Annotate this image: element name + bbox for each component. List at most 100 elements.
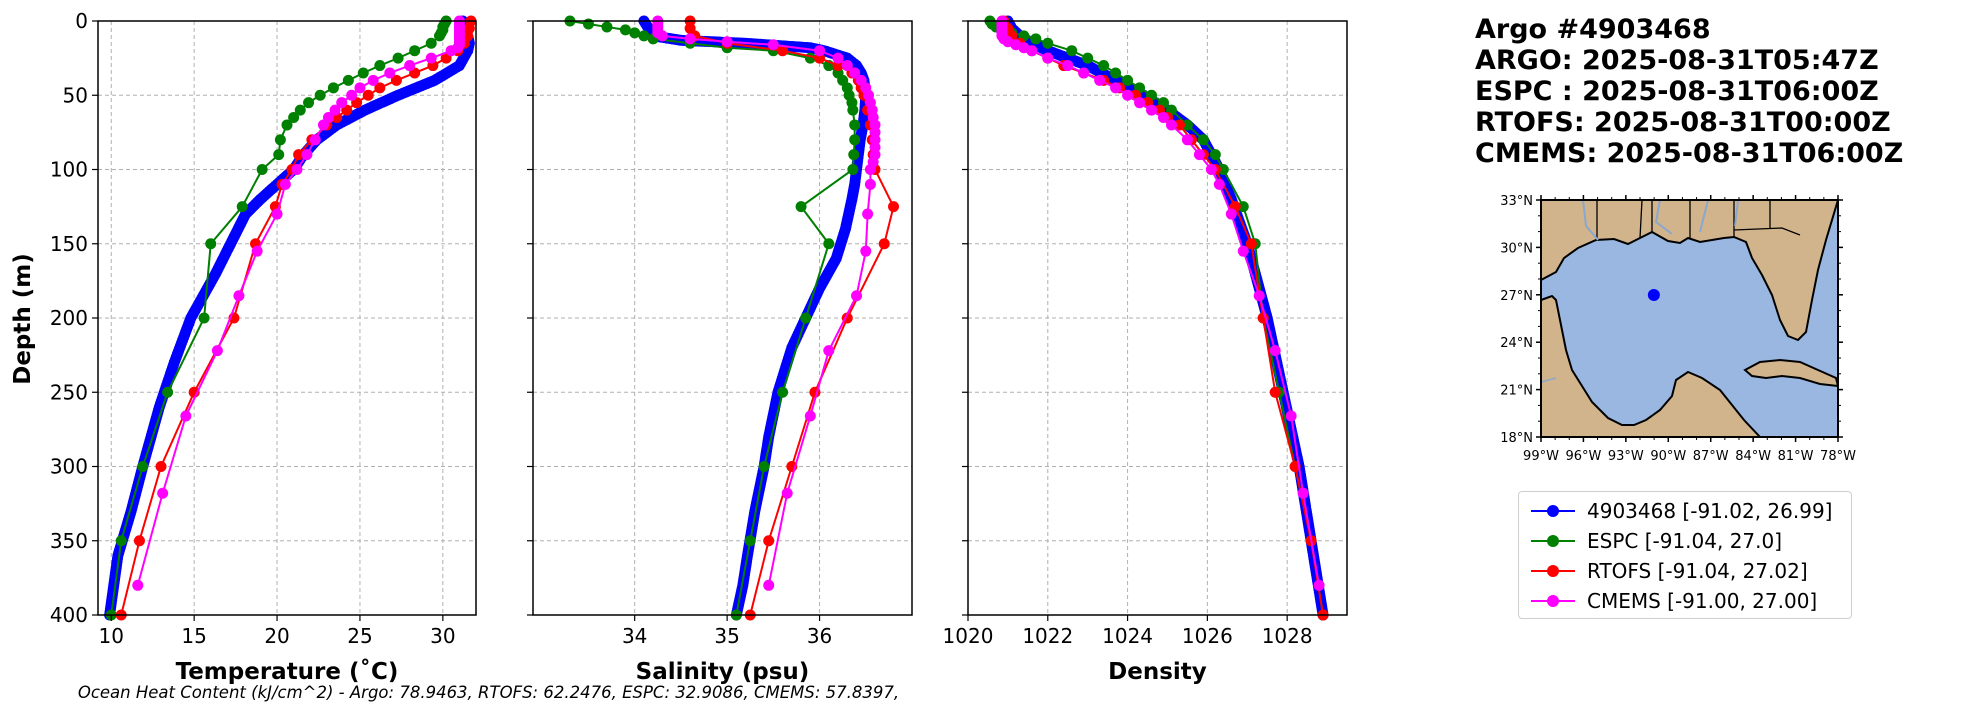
density-cmems-point — [1285, 410, 1297, 422]
temperature-espc-point — [256, 164, 268, 175]
density-x-axis-label: Density — [1108, 659, 1207, 685]
temperature-cmems-point — [309, 134, 321, 146]
ytick-label-6: 300 — [50, 455, 88, 479]
density-espc-point — [1181, 119, 1193, 131]
temperature-panel: 10 15 20 25 30050100150200250300350400Temper… — [50, 9, 477, 685]
temperature-cmems-point — [384, 67, 396, 79]
ytick-label-7: 350 — [50, 529, 88, 553]
temperature-cmems-point — [251, 245, 263, 257]
density-espc-line — [989, 20, 1325, 616]
temperature-rtofs-point — [293, 149, 305, 161]
ytick-label-4: 200 — [50, 306, 88, 330]
temperature-espc-point — [374, 60, 386, 72]
density-xtick-label-0: 1020 — [943, 624, 994, 648]
density-cmems-point — [1094, 74, 1106, 86]
map-lon-label-2: 93°W — [1608, 449, 1644, 464]
rtofs-time: RTOFS: 2025-08-31T00:00Z — [1475, 107, 1891, 138]
temperature-rtofs-point — [133, 535, 145, 547]
temperature-cmems-point — [336, 97, 348, 109]
density-espc-point — [1082, 52, 1094, 64]
rivers — [1582, 200, 1739, 241]
legend-label-espc: ESPC [-91.04, 27.0] — [1587, 529, 1783, 553]
temperature-cmems-point — [425, 52, 437, 64]
salinity-x-axis-label: Salinity (psu) — [636, 659, 810, 685]
map-lon-label-4: 87°W — [1693, 449, 1729, 464]
temperature-cmems-point — [279, 178, 291, 190]
map-lat-label-0: 33°N — [1500, 194, 1533, 209]
salinity-cmems-line — [656, 21, 877, 586]
density-cmems-point — [1157, 112, 1169, 124]
argo-location-marker — [1647, 288, 1660, 301]
density-espc-point — [1197, 134, 1209, 146]
map-lat-label-4: 21°N — [1500, 384, 1533, 399]
map-lat-label-3: 24°N — [1500, 336, 1533, 351]
temperature-xtick-label-4: 30 — [430, 624, 455, 648]
density-cmems-point — [1165, 119, 1177, 131]
density-espc-point — [1042, 37, 1054, 49]
temperature-cmems-point — [271, 208, 283, 220]
map-lat-label-1: 30°N — [1500, 241, 1533, 256]
salinity-cmems-point — [862, 208, 874, 220]
density-xtick-label-3: 1026 — [1182, 624, 1233, 648]
salinity-rtofs-point — [878, 238, 890, 250]
salinity-panel: 34 35 36 Salinity (psu) — [527, 15, 913, 685]
salinity-espc-point — [619, 24, 631, 36]
temperature-espc-point — [392, 52, 404, 64]
density-espc-point — [1066, 45, 1078, 57]
temperature-xtick-label-2: 20 — [264, 624, 289, 648]
density-xtick-label-2: 1024 — [1102, 624, 1153, 648]
temperature-cmems-point — [291, 164, 303, 175]
salinity-espc-point — [847, 104, 859, 116]
salinity-espc-point — [823, 238, 835, 250]
salinity-rtofs-point — [777, 45, 789, 57]
density-cmems-point — [1213, 178, 1225, 190]
temperature-cmems-point — [329, 104, 341, 116]
temperature-espc-point — [281, 119, 293, 131]
legend-label-rtofs: RTOFS [-91.04, 27.02] — [1587, 559, 1808, 583]
temperature-cmems-point — [346, 89, 358, 101]
argo-time: ARGO: 2025-08-31T05:47Z — [1475, 45, 1879, 76]
legend-swatch-rtofs — [1527, 557, 1581, 585]
legend-label-cmems: CMEMS [-91.00, 27.00] — [1587, 589, 1818, 613]
location-map: 99°W 96°W 93°W 90°W 87°W 84°W 81°W 78°W 33°N 30°N… — [1500, 194, 1856, 464]
salinity-cmems-point — [849, 67, 861, 79]
legend: 4903468 [-91.02, 26.99] ESPC [-91.04, 27… — [1518, 491, 1852, 619]
cuba-island — [1743, 358, 1838, 388]
map-lon-label-5: 84°W — [1735, 449, 1771, 464]
density-espc-point — [1237, 201, 1249, 213]
legend-swatch-cmems — [1527, 587, 1581, 615]
salinity-espc-point — [795, 201, 807, 213]
density-cmems-point — [1134, 97, 1146, 109]
temperature-espc-point — [294, 104, 306, 116]
density-cmems-point — [1237, 245, 1249, 257]
map-lat-label-2: 27°N — [1500, 289, 1533, 304]
ytick-label-2: 100 — [50, 158, 88, 182]
temperature-espc-point — [409, 45, 421, 57]
temperature-espc-point — [434, 30, 446, 42]
legend-entry-espc: ESPC [-91.04, 27.0] — [1527, 527, 1782, 555]
temperature-xtick-label-1: 15 — [181, 624, 206, 648]
temperature-cmems-point — [233, 290, 245, 302]
temperature-cmems-point — [317, 119, 329, 131]
map-lon-label-3: 90°W — [1650, 449, 1686, 464]
legend-swatch-argo — [1527, 497, 1581, 525]
salinity-xtick-label-1: 35 — [714, 624, 739, 648]
salinity-cmems-point — [721, 36, 733, 48]
salinity-cmems-point — [864, 178, 876, 190]
salinity-cmems-point — [841, 60, 853, 72]
ytick-label-8: 400 — [50, 603, 88, 627]
temperature-cmems-point — [367, 74, 379, 86]
temperature-espc-point — [288, 112, 300, 124]
salinity-cmems-point — [814, 45, 826, 57]
argo-title: Argo #4903468 — [1475, 14, 1711, 45]
salinity-espc-point — [849, 134, 861, 146]
y-axis-label: Depth (m) — [10, 253, 36, 385]
footer-text: Ocean Heat Content (kJ/cm^2) - Argo: 78.… — [77, 683, 900, 702]
density-cmems-point — [1026, 45, 1038, 57]
ocean-heat-content-footer: Ocean Heat Content (kJ/cm^2) - Argo: 78.… — [0, 683, 1967, 702]
density-rtofs-point — [1173, 119, 1185, 131]
salinity-cmems-point — [656, 30, 668, 42]
temperature-cmems-point — [404, 60, 416, 72]
density-cmems-point — [1122, 89, 1134, 101]
temperature-cmems-point — [132, 579, 144, 591]
